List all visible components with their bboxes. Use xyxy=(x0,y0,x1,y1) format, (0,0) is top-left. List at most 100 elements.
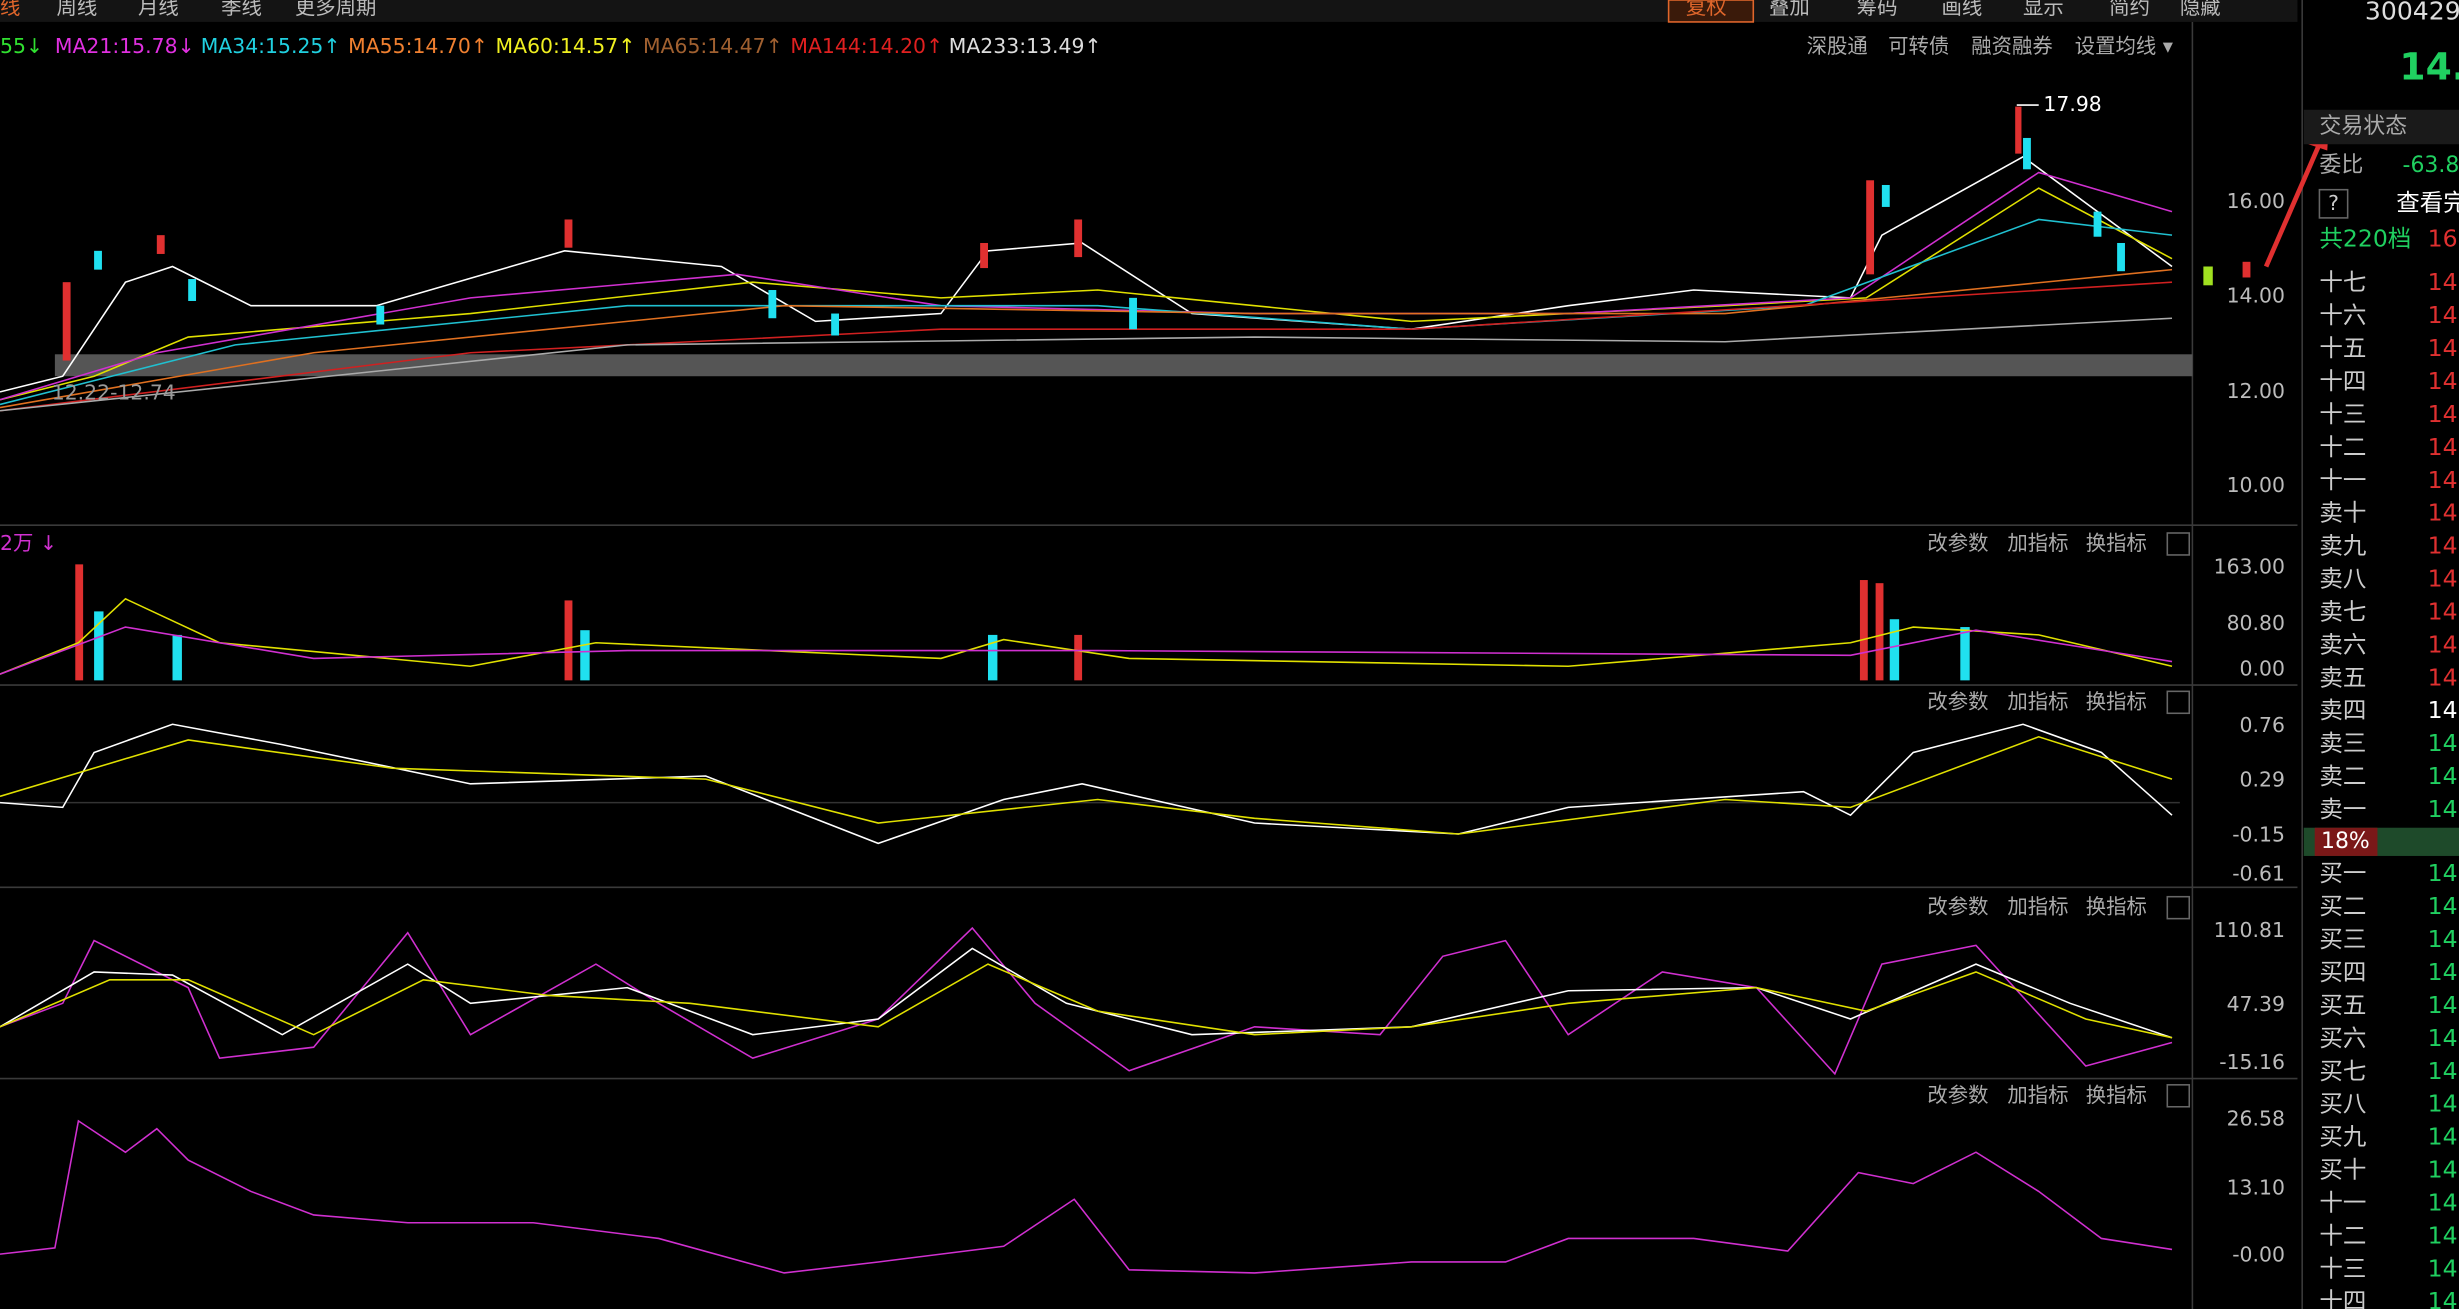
panel-button[interactable]: 加指标 xyxy=(2007,895,2068,919)
book-price: 14. xyxy=(2428,663,2459,691)
panel-button[interactable]: 换指标 xyxy=(2086,689,2147,713)
book-price: 14. xyxy=(2428,466,2459,494)
toolbar-button[interactable]: 叠加 xyxy=(1769,0,1810,19)
book-price: 14. xyxy=(2428,1254,2459,1282)
ratio: -63.8 xyxy=(2403,153,2459,178)
panel-button[interactable]: 改参数 xyxy=(1927,1083,1988,1107)
book-price: 14. xyxy=(2428,1090,2459,1118)
volume-bars xyxy=(94,611,1970,681)
panel-button[interactable]: 换指标 xyxy=(2086,1083,2147,1107)
book-price: 14. xyxy=(2428,859,2459,887)
book-price: 14. xyxy=(2428,367,2459,395)
axis-label: 10.00 xyxy=(2227,473,2285,497)
book-price: 14. xyxy=(2428,532,2459,560)
book-label: 十四 xyxy=(2319,1287,2366,1309)
stock-price: 14. xyxy=(2399,44,2459,88)
book-price: 14. xyxy=(2428,565,2459,593)
volume-ma xyxy=(0,626,2173,675)
book-price: 14. xyxy=(2428,630,2459,658)
help-box[interactable] xyxy=(2318,188,2349,219)
book-price: 14. xyxy=(2428,268,2459,296)
top-link[interactable]: 设置均线 ▾ xyxy=(2075,34,2174,58)
status-bar xyxy=(2303,109,2459,145)
toolbar-button[interactable]: 显示 xyxy=(2023,0,2064,19)
ma-legend-item: MA60:14.57↑ xyxy=(496,34,636,58)
book-price: 14. xyxy=(2428,1024,2459,1052)
pct: 18% xyxy=(2321,829,2370,854)
panel-button[interactable]: 加指标 xyxy=(2007,531,2068,555)
top-link[interactable]: 深股通 xyxy=(1807,34,1868,58)
tab[interactable]: 周线 xyxy=(56,0,97,19)
help[interactable]: ? xyxy=(2328,191,2339,215)
ma-lines xyxy=(0,155,2173,412)
axis-label: 163.00 xyxy=(2214,554,2285,578)
high-label: 17.98 xyxy=(2043,92,2101,116)
close-button[interactable] xyxy=(2166,532,2191,556)
top-link[interactable]: 可转债 xyxy=(1888,34,1949,58)
ma-legend-item: MA21:15.78↓ xyxy=(55,34,195,58)
levels-value: 16. xyxy=(2428,224,2459,252)
ma-legend-item: 55↓ xyxy=(0,34,43,58)
annotation-arrow xyxy=(2263,132,2327,268)
panel-button[interactable]: 换指标 xyxy=(2086,531,2147,555)
book-label: 十三 xyxy=(2319,400,2366,428)
macd-dif xyxy=(0,723,2173,845)
tab[interactable]: 更多周期 xyxy=(295,0,377,19)
axis-label: -0.61 xyxy=(2232,862,2285,886)
book-label: 十四 xyxy=(2319,367,2366,395)
axis-label: 0.29 xyxy=(2240,768,2285,792)
panel-button[interactable]: 加指标 xyxy=(2007,1083,2068,1107)
panel4-line xyxy=(0,1119,2173,1274)
toolbar-button[interactable]: 复权 xyxy=(1686,0,1727,19)
book-label: 买一 xyxy=(2319,859,2366,887)
book-price: 14. xyxy=(2428,762,2459,790)
macd-dea xyxy=(0,735,2173,835)
axis-label: 0.00 xyxy=(2240,656,2285,680)
book-price: 14. xyxy=(2428,301,2459,329)
axis-label: 80.80 xyxy=(2227,611,2285,635)
kdj-j xyxy=(0,926,2173,1076)
book-price: 14. xyxy=(2428,1188,2459,1216)
book-label: 买三 xyxy=(2319,925,2366,953)
toolbar-button[interactable]: 简约 xyxy=(2109,0,2150,19)
book-price: 14. xyxy=(2428,1221,2459,1249)
panel-button[interactable]: 改参数 xyxy=(1927,689,1988,713)
volume-label: 2万 ↓ xyxy=(0,531,57,555)
book-label: 十二 xyxy=(2319,433,2366,461)
tab[interactable]: 季线 xyxy=(221,0,262,19)
tab[interactable]: 线 xyxy=(0,0,20,19)
book-label: 买九 xyxy=(2319,1123,2366,1151)
candles-up xyxy=(62,106,2251,361)
book-price: 14. xyxy=(2428,400,2459,428)
close-button[interactable] xyxy=(2166,1084,2191,1108)
book-label: 十一 xyxy=(2319,466,2366,494)
toolbar-button[interactable]: 画线 xyxy=(1941,0,1982,19)
axis-label: 13.10 xyxy=(2227,1175,2285,1199)
book-price: 14. xyxy=(2428,696,2459,724)
book-price: 14. xyxy=(2428,729,2459,757)
panel-button[interactable]: 换指标 xyxy=(2086,895,2147,919)
toolbar-button[interactable]: 筹码 xyxy=(1857,0,1898,19)
panel-button[interactable]: 加指标 xyxy=(2007,689,2068,713)
toolbar-button[interactable]: 隐藏 xyxy=(2180,0,2221,19)
tab[interactable]: 月线 xyxy=(138,0,179,19)
candles xyxy=(94,137,2125,336)
panel-button[interactable]: 改参数 xyxy=(1927,531,1988,555)
panel-button[interactable]: 改参数 xyxy=(1927,895,1988,919)
ma-legend-item: MA144:14.20↑ xyxy=(790,34,943,58)
price-band xyxy=(54,354,2193,377)
book-label: 买六 xyxy=(2319,1024,2366,1052)
view[interactable]: 查看完 xyxy=(2396,188,2459,216)
top-link[interactable]: 融资融券 xyxy=(1971,34,2053,58)
book-price: 14. xyxy=(2428,991,2459,1019)
book-label: 买二 xyxy=(2319,892,2366,920)
close-button[interactable] xyxy=(2166,895,2191,920)
axis-label: 47.39 xyxy=(2227,992,2285,1016)
close-button[interactable] xyxy=(2166,690,2191,715)
book-label: 十六 xyxy=(2319,301,2366,329)
book-price: 14. xyxy=(2428,958,2459,986)
axis-label: 26.58 xyxy=(2227,1106,2285,1130)
candle-future xyxy=(2203,266,2213,286)
book-label: 卖三 xyxy=(2319,729,2366,757)
